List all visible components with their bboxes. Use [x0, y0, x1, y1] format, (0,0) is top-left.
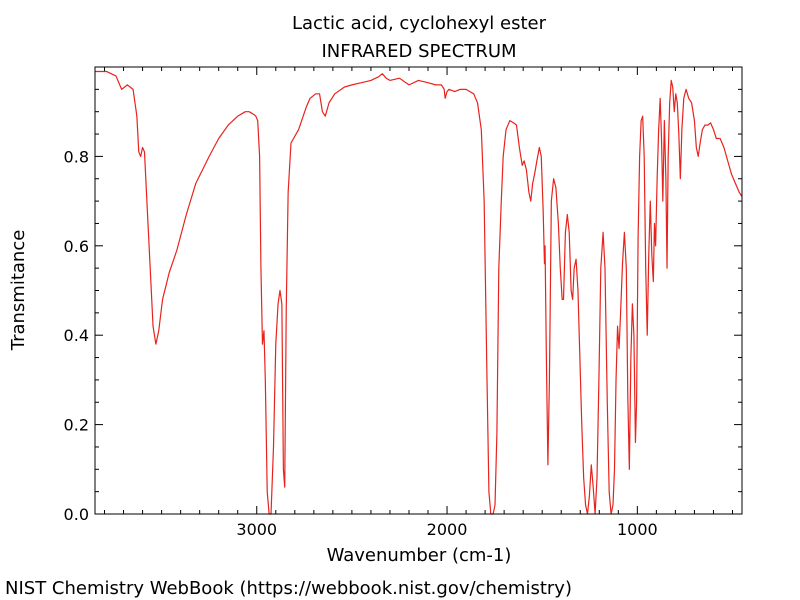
- y-axis: 0.0 0.2 0.4 0.6 0.8: [64, 66, 742, 524]
- y-tick-label: 0.6: [64, 237, 89, 256]
- x-tick-label: 2000: [427, 520, 468, 539]
- x-tick-label: 1000: [617, 520, 658, 539]
- plot-background: [95, 67, 742, 514]
- y-tick-label: 0.4: [64, 326, 89, 345]
- chart-subtitle: INFRARED SPECTRUM: [321, 41, 516, 62]
- spectrum-series-line: [95, 70, 743, 515]
- y-axis-label: Transmitance: [8, 230, 29, 352]
- chart-title: Lactic acid, cyclohexyl ester: [292, 13, 547, 34]
- y-tick-label: 0.8: [64, 147, 89, 166]
- source-credit: NIST Chemistry WebBook (https://webbook.…: [5, 578, 572, 599]
- y-tick-label: 0.2: [64, 416, 89, 435]
- y-tick-label: 0.0: [64, 505, 89, 524]
- x-tick-label: 3000: [236, 520, 277, 539]
- x-axis: 3000 2000 1000: [104, 67, 733, 539]
- plot-area: [94, 66, 743, 515]
- x-axis-label: Wavenumber (cm-1): [327, 545, 512, 566]
